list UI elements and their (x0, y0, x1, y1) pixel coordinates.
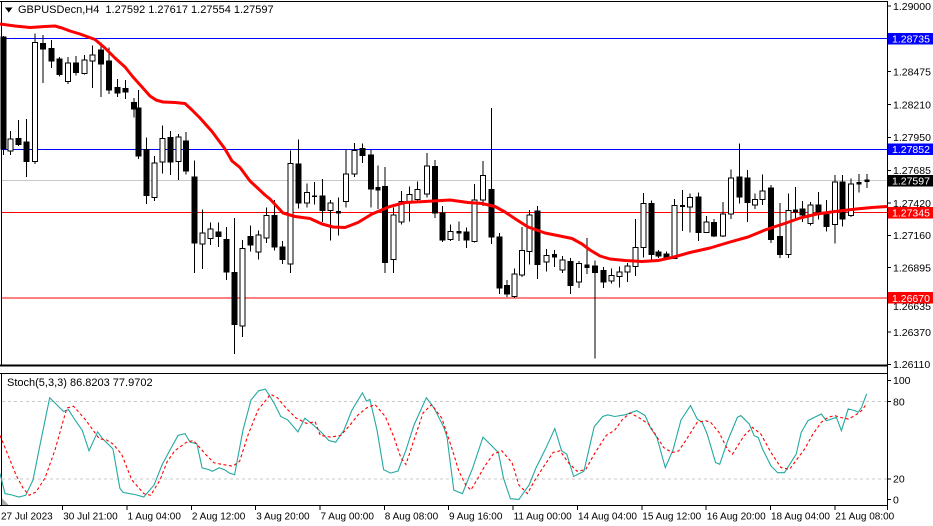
svg-text:8 Aug 08:00: 8 Aug 08:00 (385, 512, 439, 523)
svg-text:1.28735: 1.28735 (892, 33, 930, 45)
svg-text:1.26670: 1.26670 (892, 293, 930, 305)
svg-text:1.27345: 1.27345 (892, 208, 930, 220)
svg-text:1.27950: 1.27950 (893, 132, 931, 144)
svg-text:18 Aug 04:00: 18 Aug 04:00 (771, 512, 830, 523)
svg-text:14 Aug 04:00: 14 Aug 04:00 (578, 512, 637, 523)
svg-text:0: 0 (893, 494, 899, 506)
svg-text:1 Aug 04:00: 1 Aug 04:00 (128, 512, 182, 523)
svg-text:16 Aug 20:00: 16 Aug 20:00 (707, 512, 766, 523)
svg-text:3 Aug 20:00: 3 Aug 20:00 (256, 512, 310, 523)
svg-text:Stoch(5,3,3) 86.8203 77.9702: Stoch(5,3,3) 86.8203 77.9702 (7, 377, 153, 389)
svg-text:27 Jul 2023: 27 Jul 2023 (1, 512, 53, 523)
svg-text:1.28475: 1.28475 (893, 67, 931, 79)
svg-text:9 Aug 16:00: 9 Aug 16:00 (449, 512, 503, 523)
svg-text:1.27852: 1.27852 (892, 144, 930, 156)
svg-text:1.26635: 1.26635 (893, 301, 931, 313)
svg-text:100: 100 (893, 375, 911, 387)
svg-text:15 Aug 12:00: 15 Aug 12:00 (642, 512, 701, 523)
svg-text:80: 80 (893, 396, 905, 408)
svg-text:11 Aug 00:00: 11 Aug 00:00 (514, 512, 573, 523)
svg-text:1.28210: 1.28210 (893, 99, 931, 111)
svg-text:30 Jul 21:00: 30 Jul 21:00 (63, 512, 118, 523)
svg-text:1.26895: 1.26895 (893, 262, 931, 274)
svg-text:7 Aug 00:00: 7 Aug 00:00 (321, 512, 375, 523)
svg-text:1.26110: 1.26110 (893, 359, 930, 371)
svg-text:2 Aug 12:00: 2 Aug 12:00 (192, 512, 246, 523)
svg-text:1.27685: 1.27685 (893, 165, 931, 177)
svg-text:20: 20 (893, 474, 905, 486)
svg-text:1.27160: 1.27160 (893, 230, 931, 242)
svg-text:1.27597: 1.27597 (892, 176, 930, 188)
svg-text:21 Aug 08:00: 21 Aug 08:00 (835, 512, 894, 523)
svg-text:GBPUSDecn,H4 1.27592 1.27617: GBPUSDecn,H4 1.27592 1.27617 1.27554 1.2… (18, 4, 274, 16)
svg-text:1.26370: 1.26370 (893, 327, 931, 339)
svg-text:1.29000: 1.29000 (893, 1, 931, 13)
